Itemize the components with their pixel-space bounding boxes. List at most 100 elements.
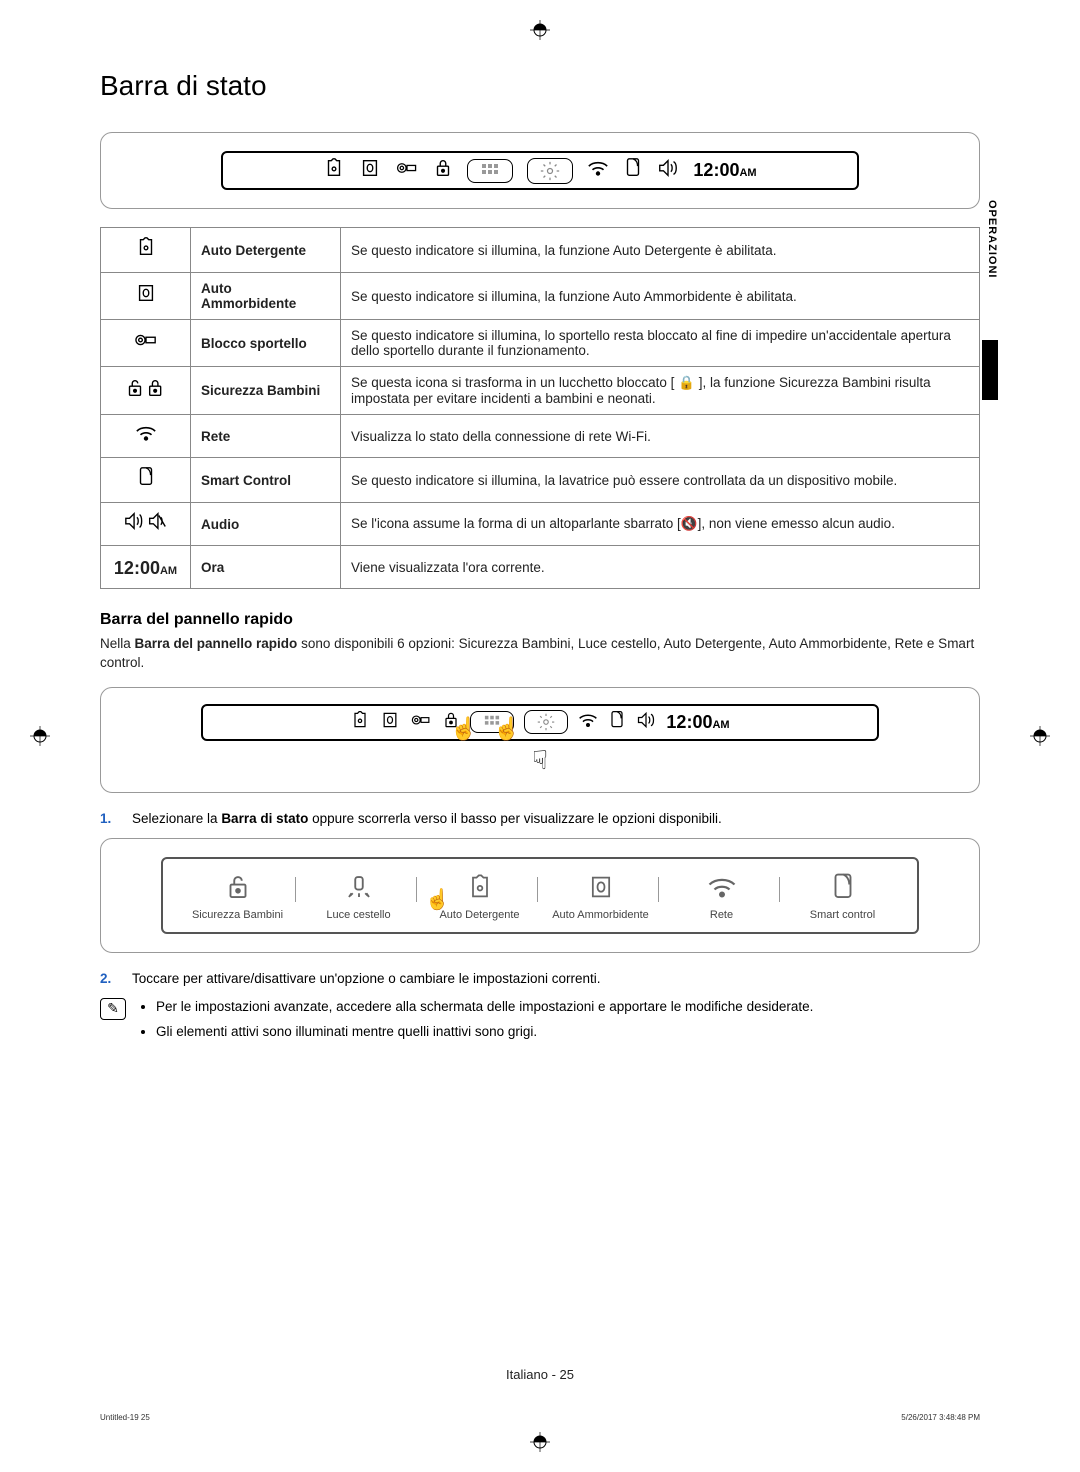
smart-control-icon bbox=[608, 710, 626, 735]
note-block: ✎ Per le impostazioni avanzate, accedere… bbox=[100, 998, 980, 1048]
icon-description: Visualizza lo stato della connessione di… bbox=[341, 415, 980, 458]
quick-panel-intro: Nella Barra del pannello rapido sono dis… bbox=[100, 635, 980, 673]
step-text: Selezionare la Barra di stato oppure sco… bbox=[132, 811, 722, 826]
quick-panel-label: Rete bbox=[669, 909, 774, 922]
audio-icon bbox=[636, 711, 656, 734]
hand-swipe-icon: ☟ bbox=[201, 745, 879, 776]
icon-description: Se l'icona assume la forma di un altopar… bbox=[341, 503, 980, 546]
quick-panel-illustration-1: ☝ ☝ 12:00AM ☟ bbox=[100, 687, 980, 793]
step-number: 2. bbox=[100, 971, 118, 986]
table-row: 12:00AM Ora Viene visualizzata l'ora cor… bbox=[101, 546, 980, 589]
note-item: Gli elementi attivi sono illuminati ment… bbox=[156, 1023, 813, 1042]
audio-icon bbox=[657, 158, 679, 183]
icon-description: Se questo indicatore si illumina, lo spo… bbox=[341, 320, 980, 367]
hand-icon: ☝ bbox=[425, 887, 450, 912]
wifi-icon bbox=[578, 711, 598, 734]
section-marker bbox=[982, 340, 998, 400]
icon-label: Blocco sportello bbox=[191, 320, 341, 367]
time-display: 12:00AM bbox=[693, 160, 756, 181]
wifi-icon bbox=[587, 158, 609, 183]
grid-icon bbox=[467, 159, 513, 183]
softener-icon bbox=[548, 869, 653, 905]
quick-panel-item-child-lock: Sicurezza Bambini bbox=[179, 869, 296, 922]
settings-icon bbox=[524, 710, 568, 734]
door-lock-icon bbox=[101, 320, 191, 367]
settings-icon bbox=[527, 158, 573, 184]
icon-label: Auto Detergente bbox=[191, 228, 341, 273]
crop-mark bbox=[1030, 726, 1050, 746]
quick-panel-item-smart: Smart control bbox=[784, 869, 901, 922]
table-row: Rete Visualizza lo stato della connessio… bbox=[101, 415, 980, 458]
icon-label: Sicurezza Bambini bbox=[191, 367, 341, 415]
detergent-icon bbox=[350, 710, 370, 735]
wifi-icon bbox=[101, 415, 191, 458]
quick-panel-label: Smart control bbox=[790, 909, 895, 922]
icon-label: Audio bbox=[191, 503, 341, 546]
note-list: Per le impostazioni avanzate, accedere a… bbox=[138, 998, 813, 1048]
audio-icon bbox=[101, 503, 191, 546]
table-row: Blocco sportello Se questo indicatore si… bbox=[101, 320, 980, 367]
page-number: Italiano - 25 bbox=[0, 1367, 1080, 1382]
icon-description: Se questo indicatore si illumina, la fun… bbox=[341, 228, 980, 273]
quick-panel-item-detergent: ☝ Auto Detergente bbox=[421, 869, 538, 922]
table-row: Sicurezza Bambini Se questa icona si tra… bbox=[101, 367, 980, 415]
table-row: Smart Control Se questo indicatore si il… bbox=[101, 458, 980, 503]
smart-control-icon bbox=[101, 458, 191, 503]
smart-control-icon bbox=[623, 157, 643, 184]
icon-description-table: Auto Detergente Se questo indicatore si … bbox=[100, 227, 980, 589]
quick-panel-label: Auto Ammorbidente bbox=[548, 909, 653, 922]
quick-panel-item-drum-light: Luce cestello bbox=[300, 869, 417, 922]
quick-panel-item-softener: Auto Ammorbidente bbox=[542, 869, 659, 922]
child-lock-icon bbox=[101, 367, 191, 415]
light-icon bbox=[306, 869, 411, 905]
status-bar-display: 12:00AM bbox=[221, 151, 859, 190]
time-display: 12:00AM bbox=[666, 712, 729, 733]
crop-mark bbox=[530, 20, 550, 40]
icon-label: Rete bbox=[191, 415, 341, 458]
panel-bar: ☝ ☝ 12:00AM bbox=[201, 704, 879, 741]
footer-meta-right: 5/26/2017 3:48:48 PM bbox=[901, 1413, 980, 1422]
step-1: 1. Selezionare la Barra di stato oppure … bbox=[100, 811, 980, 826]
hand-icon: ☝ bbox=[493, 716, 520, 742]
icon-description: Viene visualizzata l'ora corrente. bbox=[341, 546, 980, 589]
step-number: 1. bbox=[100, 811, 118, 826]
quick-panel-item-wifi: Rete bbox=[663, 869, 780, 922]
table-row: Audio Se l'icona assume la forma di un a… bbox=[101, 503, 980, 546]
table-row: Auto Ammorbidente Se questo indicatore s… bbox=[101, 273, 980, 320]
child-lock-icon bbox=[185, 869, 290, 905]
softener-icon bbox=[101, 273, 191, 320]
icon-description: Se questo indicatore si illumina, la lav… bbox=[341, 458, 980, 503]
status-bar-illustration: 12:00AM bbox=[100, 132, 980, 209]
crop-mark bbox=[530, 1432, 550, 1452]
grid-icon: ☝ bbox=[470, 711, 514, 733]
page-title: Barra di stato bbox=[100, 70, 980, 102]
wifi-icon bbox=[669, 869, 774, 905]
step-text: Toccare per attivare/disattivare un'opzi… bbox=[132, 971, 601, 986]
table-row: Auto Detergente Se questo indicatore si … bbox=[101, 228, 980, 273]
time-icon: 12:00AM bbox=[101, 546, 191, 589]
detergent-icon bbox=[101, 228, 191, 273]
section-tab: OPERAZIONI bbox=[986, 200, 998, 278]
note-icon: ✎ bbox=[100, 998, 126, 1020]
detergent-icon bbox=[323, 157, 345, 184]
icon-label: Smart Control bbox=[191, 458, 341, 503]
door-lock-icon bbox=[395, 157, 419, 184]
door-lock-icon bbox=[410, 710, 432, 735]
footer-meta-left: Untitled-19 25 bbox=[100, 1413, 150, 1422]
crop-mark bbox=[30, 726, 50, 746]
note-item: Per le impostazioni avanzate, accedere a… bbox=[156, 998, 813, 1017]
child-lock-icon bbox=[433, 157, 453, 184]
quick-panel: Sicurezza Bambini Luce cestello ☝ Auto D… bbox=[161, 857, 919, 934]
step-2: 2. Toccare per attivare/disattivare un'o… bbox=[100, 971, 980, 986]
icon-label: Ora bbox=[191, 546, 341, 589]
quick-panel-illustration-2: Sicurezza Bambini Luce cestello ☝ Auto D… bbox=[100, 838, 980, 953]
icon-description: Se questo indicatore si illumina, la fun… bbox=[341, 273, 980, 320]
icon-description: Se questa icona si trasforma in un lucch… bbox=[341, 367, 980, 415]
softener-icon bbox=[380, 710, 400, 735]
quick-panel-title: Barra del pannello rapido bbox=[100, 611, 980, 629]
quick-panel-label: Luce cestello bbox=[306, 909, 411, 922]
quick-panel-label: Sicurezza Bambini bbox=[185, 909, 290, 922]
icon-label: Auto Ammorbidente bbox=[191, 273, 341, 320]
softener-icon bbox=[359, 157, 381, 184]
smart-control-icon bbox=[790, 869, 895, 905]
